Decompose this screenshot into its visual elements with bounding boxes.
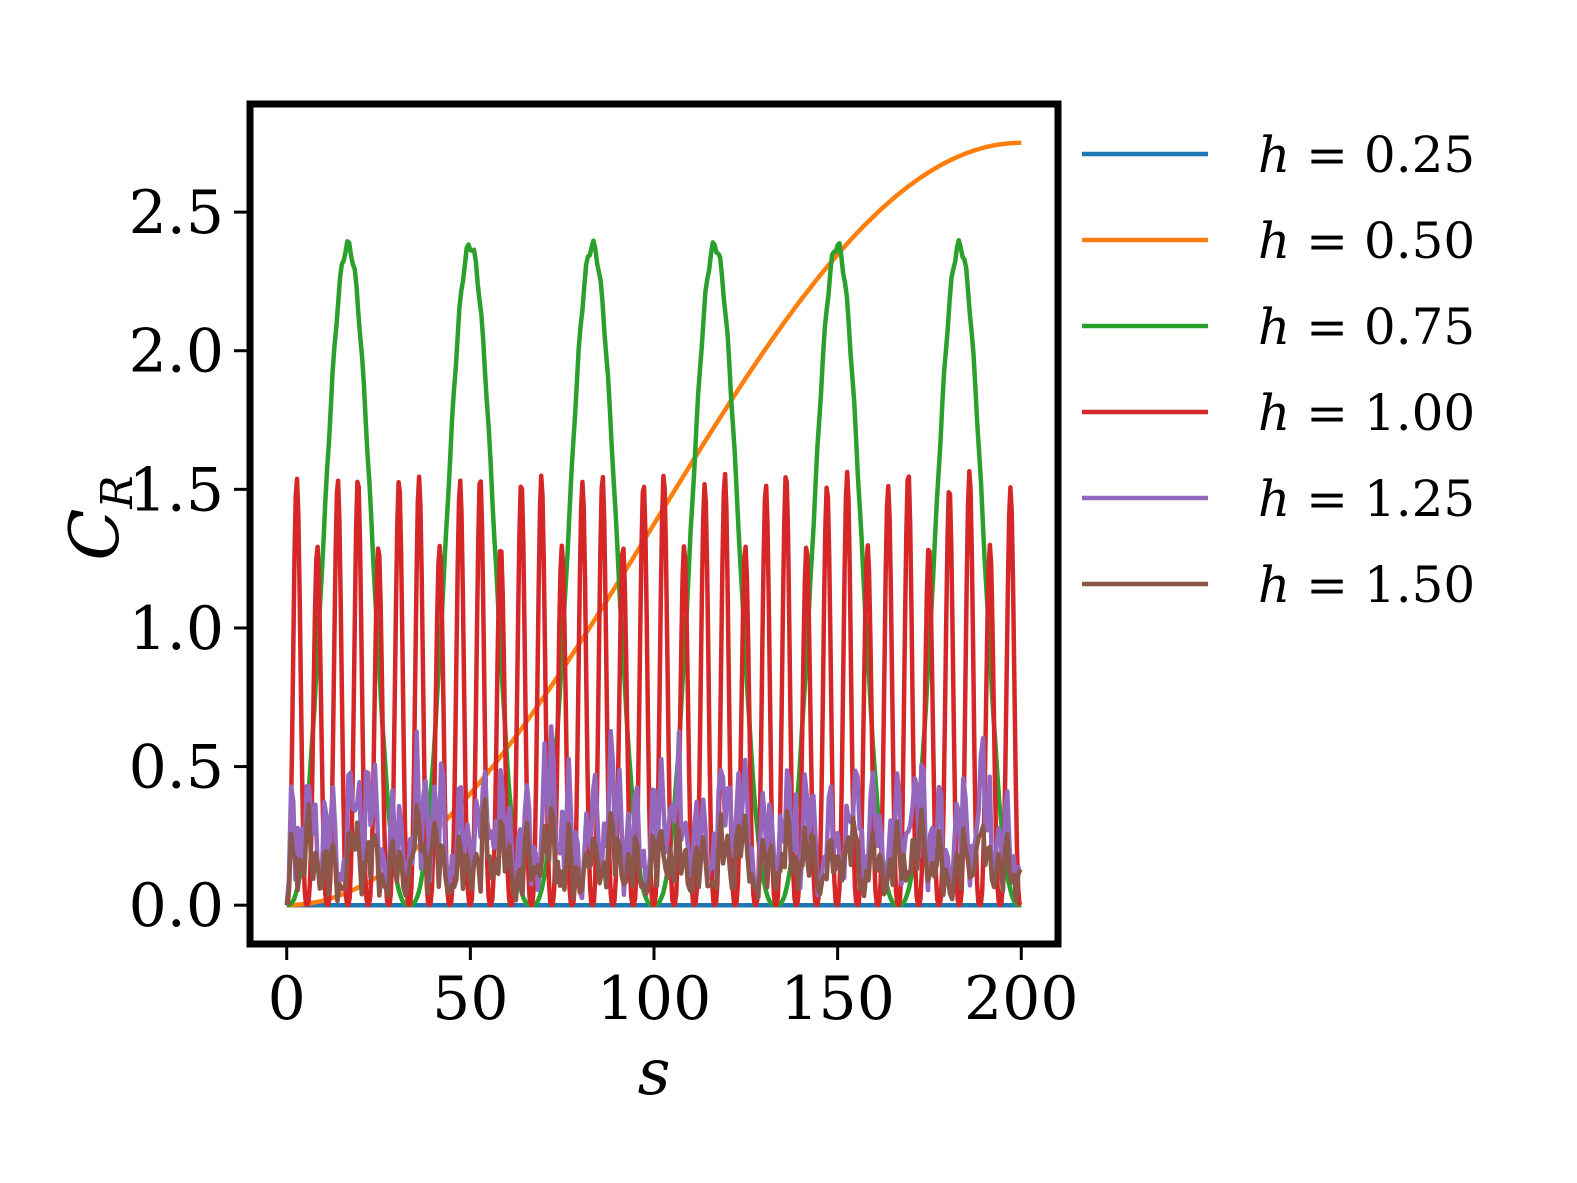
y-tick-label: 0.0 [129, 871, 224, 941]
y-axis-label-main: C [56, 509, 135, 561]
y-tick-label: 0.5 [129, 733, 224, 803]
y-axis-label: CR [56, 475, 143, 560]
legend-label: h = 1.25 [1258, 470, 1475, 528]
x-tick-label: 150 [780, 964, 895, 1034]
series-layer [284, 140, 1023, 908]
x-tick-label: 200 [964, 964, 1079, 1034]
y-tick-label: 1.0 [129, 594, 224, 664]
x-tick-label: 50 [432, 964, 508, 1034]
x-axis: 0 50 100 150 200 [268, 947, 1079, 1034]
y-tick-label: 2.5 [129, 178, 224, 248]
series-line-4 [284, 724, 1022, 906]
legend-label: h = 0.25 [1258, 126, 1475, 184]
x-axis-label: s [638, 1036, 671, 1110]
y-tick-label: 2.0 [129, 317, 224, 387]
x-tick-label: 100 [597, 964, 712, 1034]
series-line-3 [284, 468, 1023, 908]
legend: h = 0.25 h = 0.50 h = 0.75 h = 1.00 h = 1.25… [1082, 126, 1475, 614]
legend-label: h = 1.00 [1258, 384, 1475, 442]
plot-frame [246, 100, 1062, 948]
svg-text:CR: CR [56, 475, 143, 560]
y-axis: 0.0 0.5 1.0 1.5 2.0 2.5 [129, 178, 247, 941]
legend-label: h = 1.50 [1258, 556, 1475, 614]
y-tick-label: 1.5 [129, 455, 224, 525]
x-tick-label: 0 [268, 964, 306, 1034]
y-axis-label-sub: R [92, 475, 143, 509]
legend-label: h = 0.50 [1258, 212, 1475, 270]
legend-label: h = 0.75 [1258, 298, 1475, 356]
series-line-5 [284, 797, 1023, 906]
